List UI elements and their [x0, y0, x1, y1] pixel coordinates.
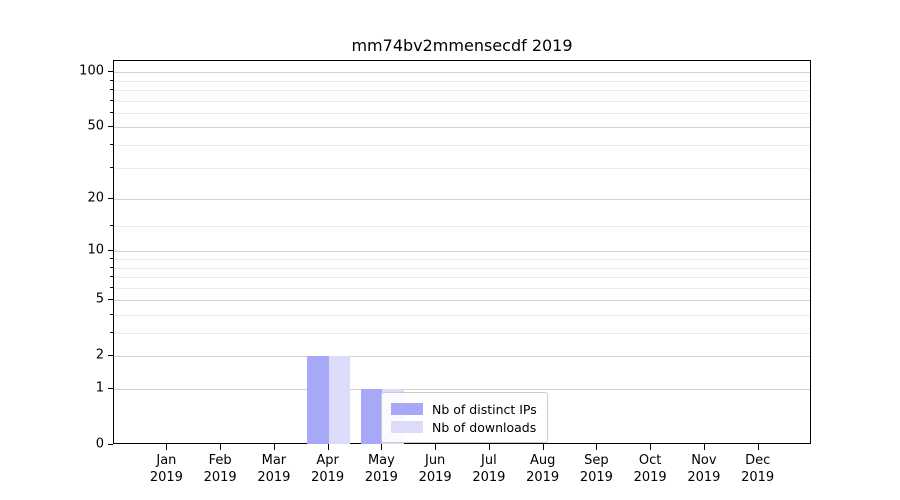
- x-tick-mark-jul: [488, 444, 490, 450]
- y-tick-label-0: 0: [95, 436, 104, 452]
- legend-label-downloads: Nb of downloads: [432, 419, 537, 435]
- x-tick-label-feb: Feb 2019: [203, 453, 237, 485]
- x-tick-label-nov: Nov 2019: [687, 453, 721, 485]
- x-tick-label-sep: Sep 2019: [579, 453, 613, 485]
- y-minor-tick-mark-60: [110, 111, 113, 113]
- x-tick-mark-jan: [166, 444, 168, 450]
- x-tick-label-dec: Dec 2019: [741, 453, 775, 485]
- y-minor-tick-mark-40: [110, 144, 113, 146]
- gridline-y-40: [114, 145, 810, 147]
- y-tick-mark-1: [108, 388, 113, 389]
- x-tick-label-aug: Aug 2019: [526, 453, 560, 485]
- y-tick-label-1: 1: [95, 380, 104, 396]
- bar-apr-2019-series-0: [307, 356, 329, 444]
- y-tick-mark-10: [108, 250, 113, 252]
- x-tick-label-jan: Jan 2019: [149, 453, 183, 485]
- y-tick-mark-50: [108, 126, 113, 128]
- y-tick-mark-2: [108, 355, 113, 357]
- x-tick-mark-aug: [542, 444, 544, 450]
- y-minor-tick-mark-80: [110, 89, 113, 91]
- bar-apr-2019-series-1: [328, 356, 351, 444]
- x-tick-mark-sep: [596, 444, 598, 450]
- y-minor-tick-mark-7: [110, 276, 113, 278]
- x-tick-mark-dec: [757, 444, 759, 450]
- gridline-y-90: [114, 80, 810, 82]
- x-tick-label-jul: Jul 2019: [472, 453, 506, 485]
- x-tick-label-may: May 2019: [364, 453, 398, 485]
- x-tick-mark-apr: [327, 444, 329, 450]
- gridline-y-9: [114, 259, 810, 260]
- plot-area: Nb of distinct IPs Nb of downloads: [113, 60, 811, 444]
- x-tick-mark-feb: [220, 444, 222, 450]
- gridline-y-5: [114, 300, 810, 302]
- gridline-y-50: [114, 127, 810, 129]
- x-tick-mark-jun: [435, 444, 437, 450]
- y-tick-mark-100: [108, 71, 113, 73]
- chart-title: mm74bv2mmensecdf 2019: [351, 36, 573, 55]
- y-minor-tick-mark-9: [110, 258, 113, 259]
- x-tick-mark-may: [381, 444, 383, 450]
- gridline-y-4: [114, 314, 810, 316]
- y-minor-tick-mark-90: [110, 79, 113, 81]
- gridline-y-2: [114, 356, 810, 358]
- gridline-y-7: [114, 277, 810, 279]
- x-tick-mark-oct: [650, 444, 652, 450]
- legend-entry-downloads: Nb of downloads: [391, 419, 539, 435]
- x-tick-mark-mar: [273, 444, 275, 450]
- legend: Nb of distinct IPs Nb of downloads: [381, 392, 548, 443]
- y-minor-tick-mark-8: [110, 266, 113, 268]
- legend-swatch-downloads-icon: [391, 421, 423, 433]
- x-tick-label-apr: Apr 2019: [311, 453, 345, 485]
- gridline-y-80: [114, 90, 810, 92]
- y-tick-label-10: 10: [87, 242, 104, 258]
- legend-entry-distinct-ips: Nb of distinct IPs: [391, 401, 539, 417]
- y-tick-label-100: 100: [79, 63, 104, 79]
- x-tick-label-jun: Jun 2019: [418, 453, 452, 485]
- gridline-y-60: [114, 112, 810, 114]
- legend-swatch-distinct-ips-icon: [391, 403, 423, 415]
- y-tick-mark-0: [108, 444, 113, 445]
- y-tick-label-50: 50: [87, 118, 104, 134]
- gridline-y-8: [114, 267, 810, 269]
- gridline-y-10: [114, 251, 810, 253]
- gridline-y-100: [114, 72, 810, 74]
- y-minor-tick-mark-6: [110, 286, 113, 288]
- y-minor-tick-mark-4: [110, 313, 113, 315]
- y-tick-mark-20: [108, 198, 113, 200]
- gridline-y-3: [114, 333, 810, 335]
- x-tick-mark-nov: [703, 444, 705, 450]
- gridline-y-20: [114, 199, 810, 201]
- y-tick-label-20: 20: [87, 190, 104, 206]
- legend-label-distinct-ips: Nb of distinct IPs: [432, 401, 537, 417]
- y-minor-tick-mark-3: [110, 332, 113, 334]
- y-minor-tick-mark-70: [110, 99, 113, 101]
- gridline-y-14: [114, 226, 810, 228]
- y-minor-tick-mark-14: [110, 225, 113, 227]
- gridline-y-70: [114, 100, 810, 102]
- bar-may-2019-series-0: [360, 389, 383, 444]
- x-tick-label-mar: Mar 2019: [257, 453, 291, 485]
- x-tick-label-oct: Oct 2019: [633, 453, 667, 485]
- y-tick-label-5: 5: [95, 291, 104, 307]
- y-tick-mark-5: [108, 299, 113, 301]
- y-minor-tick-mark-30: [110, 166, 113, 168]
- gridline-y-1: [114, 389, 810, 390]
- y-tick-label-2: 2: [95, 347, 104, 363]
- gridline-y-30: [114, 167, 810, 169]
- gridline-y-6: [114, 287, 810, 289]
